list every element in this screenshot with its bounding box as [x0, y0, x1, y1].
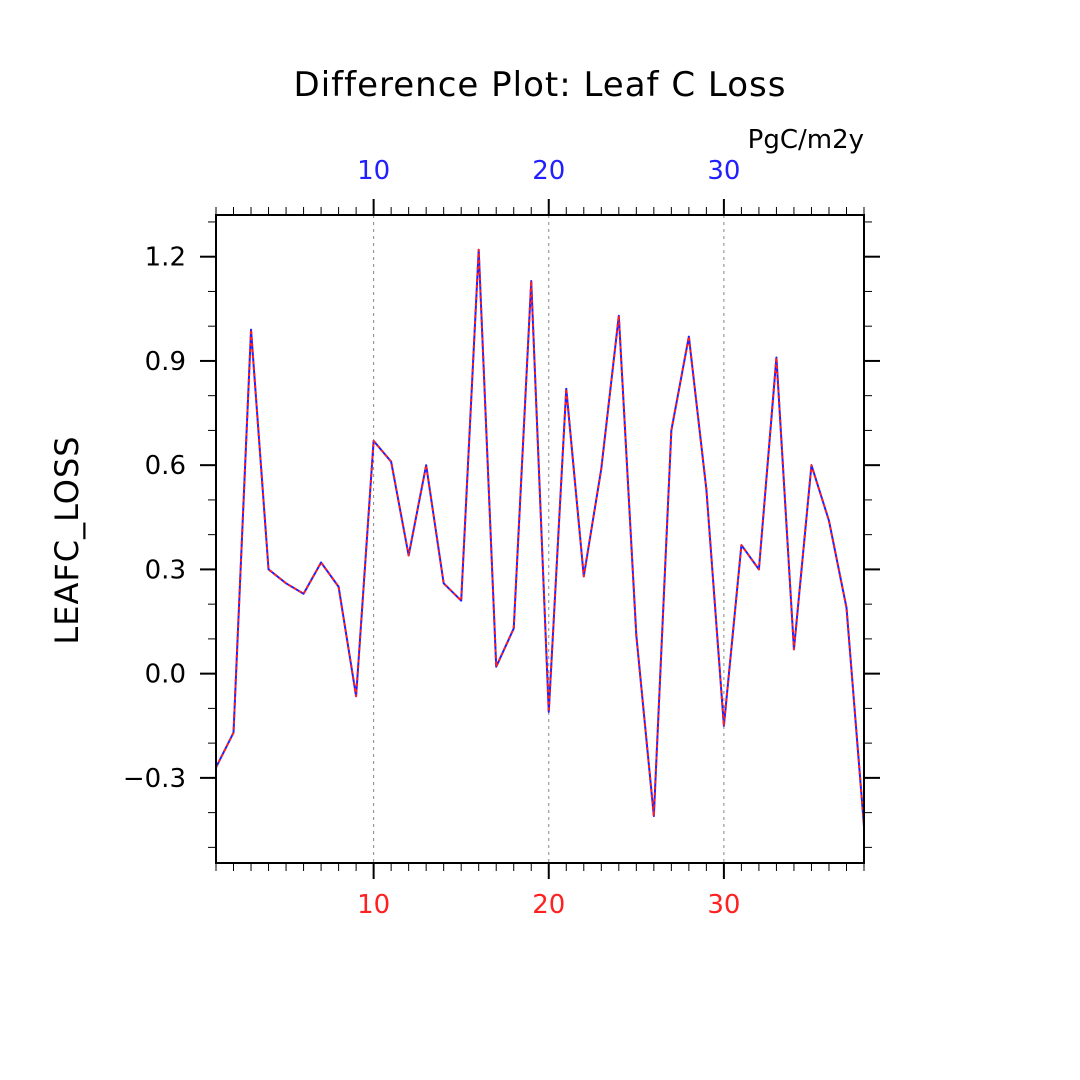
plot-frame — [215, 214, 865, 864]
y-tick-label-0: 0.0 — [145, 660, 186, 690]
y-tick-label--0.3: −0.3 — [123, 764, 186, 794]
x-tick-label-bottom-20: 20 — [532, 890, 565, 920]
units-label: PgC/m2y — [748, 125, 864, 155]
series-line-2 — [215, 248, 865, 827]
x-tick-label-top-10: 10 — [357, 156, 390, 186]
x-tick-label-bottom-30: 30 — [707, 890, 740, 920]
y-axis-label: LEAFC_LOSS — [48, 435, 86, 644]
x-tick-label-top-30: 30 — [707, 156, 740, 186]
chart-title: Difference Plot: Leaf C Loss — [294, 65, 787, 105]
grid-lines — [373, 215, 725, 863]
x-tick-label-top-20: 20 — [532, 156, 565, 186]
y-tick-label-0.9: 0.9 — [145, 347, 186, 377]
series-lines — [215, 248, 865, 827]
axis-ticks: 10 10 20 20 30 30 −0.3 0.0 0.3 0.6 0.9 1.2 — [123, 156, 880, 920]
series-line-1 — [215, 248, 865, 827]
y-tick-label-1.2: 1.2 — [145, 243, 186, 273]
y-tick-label-0.6: 0.6 — [145, 451, 186, 481]
x-tick-label-bottom-10: 10 — [357, 890, 390, 920]
y-tick-label-0.3: 0.3 — [145, 555, 186, 585]
